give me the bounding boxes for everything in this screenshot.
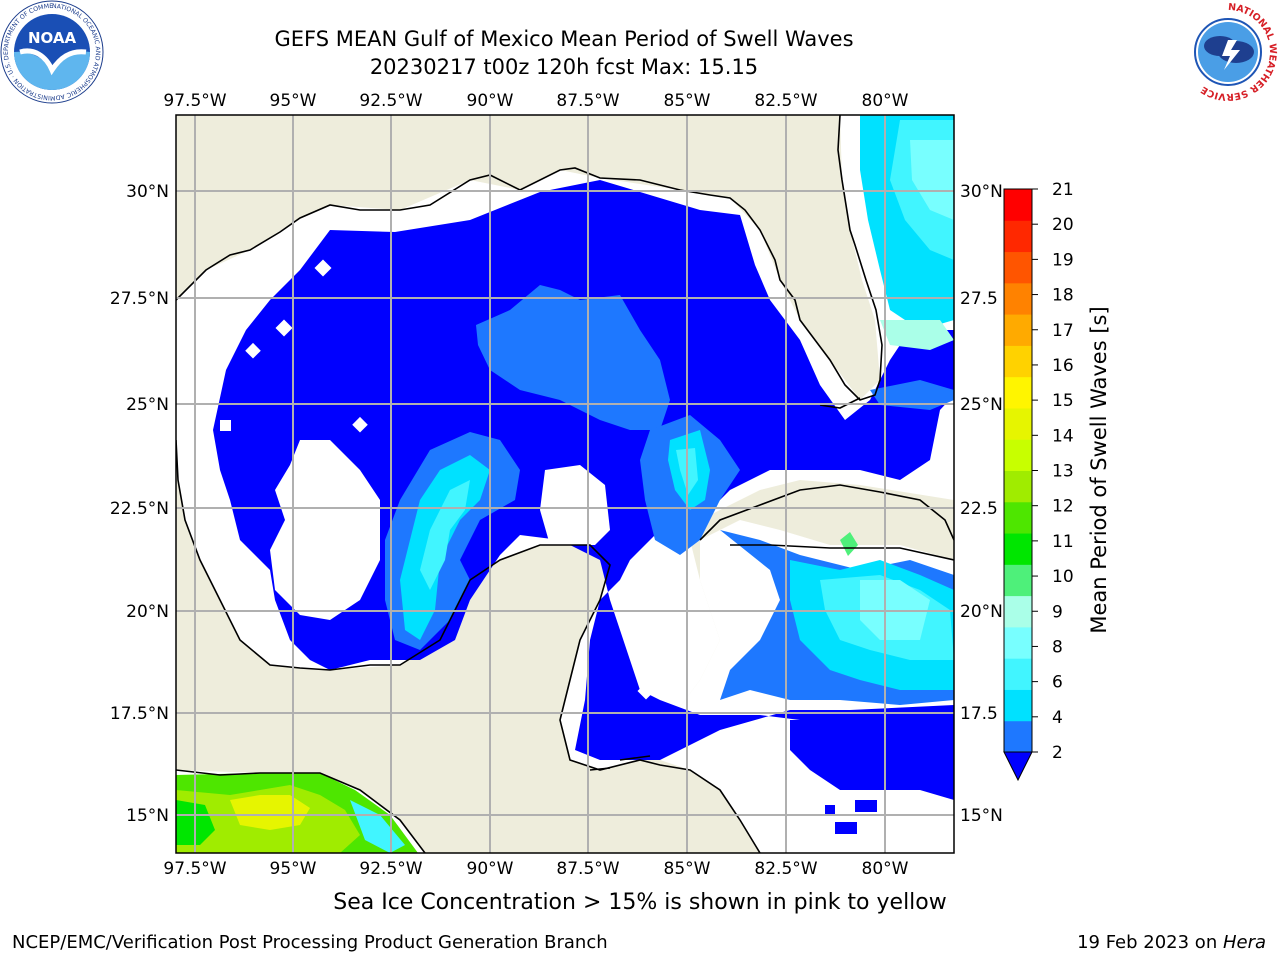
colorbar-tick-label: 8 bbox=[1052, 637, 1063, 657]
colorbar-tick-label: 14 bbox=[1052, 426, 1074, 446]
ice-note: Sea Ice Concentration > 15% is shown in … bbox=[333, 890, 947, 915]
lat-label: 25°N bbox=[960, 395, 1003, 415]
colorbar-bin bbox=[1004, 720, 1032, 753]
colorbar-bin bbox=[1004, 314, 1032, 346]
colorbar-bin bbox=[1004, 189, 1032, 221]
swell-9-10s bbox=[840, 532, 858, 556]
colorbar-bin bbox=[1004, 376, 1032, 409]
lat-label: 20°N bbox=[126, 602, 169, 622]
lat-label: 17.5°N bbox=[110, 704, 169, 724]
colorbar-tick-label: 2 bbox=[1052, 743, 1063, 763]
colorbar-bin bbox=[1004, 220, 1032, 253]
colorbar-under-arrow bbox=[1003, 751, 1033, 782]
footer-date-text: 19 Feb 2023 on bbox=[1077, 932, 1223, 953]
graticule bbox=[176, 115, 954, 853]
colorbar-bin bbox=[1004, 564, 1032, 597]
colorbar-bin bbox=[1004, 533, 1032, 565]
lon-label: 85°W bbox=[664, 859, 711, 879]
lon-label: 82.5°W bbox=[754, 91, 817, 111]
colorbar: 2 4 6 8 9 10 11 12 13 14 15 16 17 18 19 20 21 bbox=[1003, 180, 1074, 782]
lat-label: 30°N bbox=[126, 182, 169, 202]
colorbar-bin bbox=[1004, 470, 1032, 503]
lat-label: 25°N bbox=[126, 395, 169, 415]
lon-label: 95°W bbox=[270, 91, 317, 111]
lat-labels-left: 30°N 27.5°N 25°N 22.5°N 20°N 17.5°N 15°N bbox=[110, 182, 169, 826]
lon-label: 95°W bbox=[270, 859, 317, 879]
lat-label: 22.5 bbox=[960, 499, 998, 519]
lat-label: 22.5°N bbox=[110, 499, 169, 519]
colorbar-tick-label: 20 bbox=[1052, 215, 1074, 235]
colorbar-tick-label: 4 bbox=[1052, 708, 1063, 728]
footer-date: 19 Feb 2023 on Hera bbox=[1077, 932, 1266, 953]
lat-label: 17.5 bbox=[960, 704, 998, 724]
colorbar-tick-label: 9 bbox=[1052, 602, 1063, 622]
colorbar-bin bbox=[1004, 626, 1032, 659]
nws-logo: NATIONAL WEATHER SERVICE bbox=[1178, 2, 1278, 102]
lon-labels-bottom: 97.5°W 95°W 92.5°W 90°W 87.5°W 85°W 82.5… bbox=[163, 859, 908, 879]
lon-label: 82.5°W bbox=[754, 859, 817, 879]
colorbar-tick-label: 13 bbox=[1052, 462, 1074, 482]
lon-label: 85°W bbox=[664, 91, 711, 111]
colorbar-tick-label: 15 bbox=[1052, 391, 1074, 411]
lat-label: 15°N bbox=[960, 806, 1003, 826]
lon-label: 92.5°W bbox=[359, 859, 422, 879]
colorbar-tick-label: 11 bbox=[1052, 532, 1074, 552]
lon-label: 92.5°W bbox=[359, 91, 422, 111]
colorbar-tick-label: 19 bbox=[1052, 250, 1074, 270]
lon-label: 97.5°W bbox=[163, 859, 226, 879]
lat-label: 27.5°N bbox=[110, 289, 169, 309]
colorbar-tick-label: 12 bbox=[1052, 497, 1074, 517]
lon-label: 80°W bbox=[862, 91, 909, 111]
map-subtitle: 20230217 t00z 120h fcst Max: 15.15 bbox=[369, 55, 759, 79]
colorbar-bin bbox=[1004, 345, 1032, 378]
colorbar-bin bbox=[1004, 407, 1032, 440]
map-svg: 97.5°W 95°W 92.5°W 90°W 87.5°W 85°W 82.5… bbox=[110, 91, 1111, 879]
colorbar-tick-label: 17 bbox=[1052, 321, 1074, 341]
footer-credit: NCEP/EMC/Verification Post Processing Pr… bbox=[12, 932, 608, 953]
colorbar-bin bbox=[1004, 282, 1032, 315]
colorbar-tick-label: 6 bbox=[1052, 673, 1063, 693]
lon-label: 87.5°W bbox=[556, 859, 619, 879]
noaa-logo-text: NOAA bbox=[28, 29, 77, 47]
colorbar-label: Mean Period of Swell Waves [s] bbox=[1087, 306, 1111, 633]
colorbar-tick-label: 16 bbox=[1052, 356, 1074, 376]
lat-labels-right: 30°N 27.5 25°N 22.5 20°N 17.5 15°N bbox=[960, 182, 1003, 826]
coastline bbox=[176, 115, 954, 853]
colorbar-bin bbox=[1004, 595, 1032, 628]
colorbar-tick-label: 18 bbox=[1052, 286, 1074, 306]
lat-label: 27.5 bbox=[960, 289, 998, 309]
colorbar-bin bbox=[1004, 689, 1032, 722]
lat-label: 15°N bbox=[126, 806, 169, 826]
lon-label: 80°W bbox=[862, 859, 909, 879]
lat-label: 20°N bbox=[960, 602, 1003, 622]
lon-label: 90°W bbox=[467, 91, 514, 111]
colorbar-bin bbox=[1004, 501, 1032, 534]
map-title: GEFS MEAN Gulf of Mexico Mean Period of … bbox=[274, 27, 854, 51]
lon-labels-top: 97.5°W 95°W 92.5°W 90°W 87.5°W 85°W 82.5… bbox=[163, 91, 908, 111]
lon-label: 90°W bbox=[467, 859, 514, 879]
colorbar-bin bbox=[1004, 439, 1032, 471]
lon-label: 87.5°W bbox=[556, 91, 619, 111]
lat-label: 30°N bbox=[960, 182, 1003, 202]
noaa-logo: NATIONAL OCEANIC AND ATMOSPHERIC ADMINIS… bbox=[0, 0, 104, 104]
colorbar-tick-label: 21 bbox=[1052, 180, 1074, 200]
lon-label: 97.5°W bbox=[163, 91, 226, 111]
colorbar-bin bbox=[1004, 251, 1032, 284]
colorbar-tick-label: 10 bbox=[1052, 567, 1074, 587]
footer-host: Hera bbox=[1222, 932, 1266, 953]
colorbar-bin bbox=[1004, 658, 1032, 690]
swell-2-4s bbox=[476, 285, 670, 430]
